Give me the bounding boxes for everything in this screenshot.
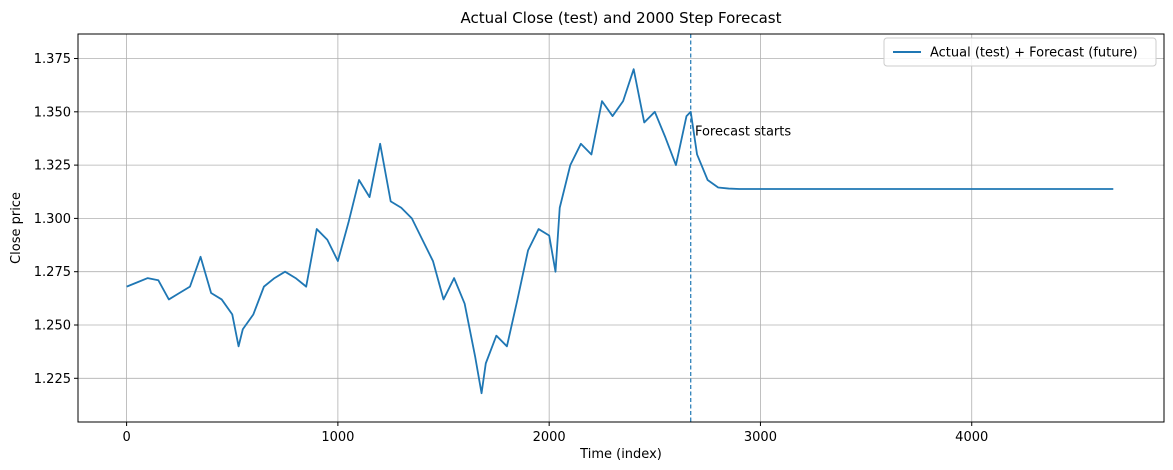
legend-label: Actual (test) + Forecast (future) [930, 46, 1138, 61]
y-tick-label: 1.275 [34, 265, 71, 280]
y-tick-label: 1.300 [34, 212, 71, 227]
y-axis-label: Close price [9, 192, 24, 264]
x-axis-ticks: 0 1000 2000 3000 4000 [122, 422, 988, 445]
x-axis-label: Time (index) [579, 447, 662, 462]
y-tick-label: 1.375 [34, 52, 71, 67]
legend-box [883, 37, 1157, 67]
y-axis-ticks: 1.225 1.250 1.275 1.300 1.325 1.350 1.375 [34, 52, 78, 387]
y-tick-label: 1.350 [34, 105, 71, 120]
x-tick-label: 1000 [321, 430, 354, 445]
chart-title: Actual Close (test) and 2000 Step Foreca… [461, 9, 782, 27]
x-tick-label: 4000 [955, 430, 988, 445]
plot-frame [77, 33, 1165, 423]
x-tick-label: 3000 [744, 430, 777, 445]
legend: Actual (test) + Forecast (future) [883, 37, 1157, 67]
forecast-annotation: Forecast starts [695, 124, 791, 139]
series-line [126, 68, 1114, 395]
y-tick-label: 1.225 [34, 372, 71, 387]
y-tick-label: 1.325 [34, 159, 71, 174]
plot-area [126, 34, 1114, 422]
x-tick-label: 2000 [533, 430, 566, 445]
grid-lines [78, 34, 1164, 422]
x-tick-label: 0 [122, 430, 130, 445]
y-tick-label: 1.250 [34, 319, 71, 334]
